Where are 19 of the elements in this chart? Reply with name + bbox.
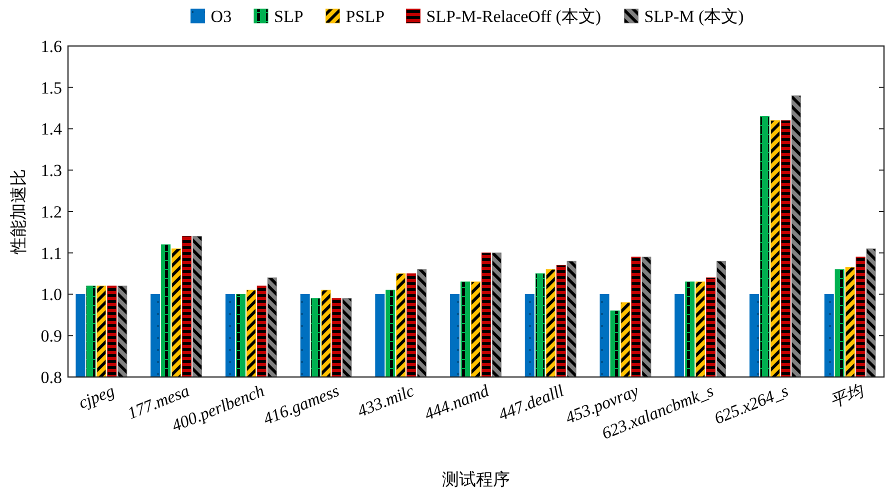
y-tick-label: 0.8 [40, 368, 62, 387]
y-tick-label: 1.1 [40, 244, 62, 263]
legend-label: O3 [210, 7, 232, 26]
y-tick-label: 1.3 [40, 161, 62, 180]
y-tick-label: 1.5 [40, 78, 62, 98]
x-tick-label: 平均 [827, 380, 868, 412]
x-tick-label: cjpeg [76, 381, 118, 413]
legend-label: SLP-M (本文) [644, 7, 744, 26]
legend-label: SLP [274, 7, 304, 26]
y-tick-label: 1.4 [40, 120, 62, 139]
y-axis-title: 性能加速比 [9, 169, 28, 255]
x-tick-label: 433.milc [354, 380, 418, 421]
y-tick-label: 1.2 [40, 202, 62, 222]
y-tick-label: 1.6 [40, 36, 62, 56]
legend-label: PSLP [346, 7, 385, 26]
y-tick-label: 1.0 [40, 285, 62, 304]
x-axis-title: 测试程序 [442, 470, 510, 489]
legend-label: SLP-M-RelaceOff (本文) [426, 7, 602, 26]
y-tick-label: 0.9 [40, 326, 62, 346]
